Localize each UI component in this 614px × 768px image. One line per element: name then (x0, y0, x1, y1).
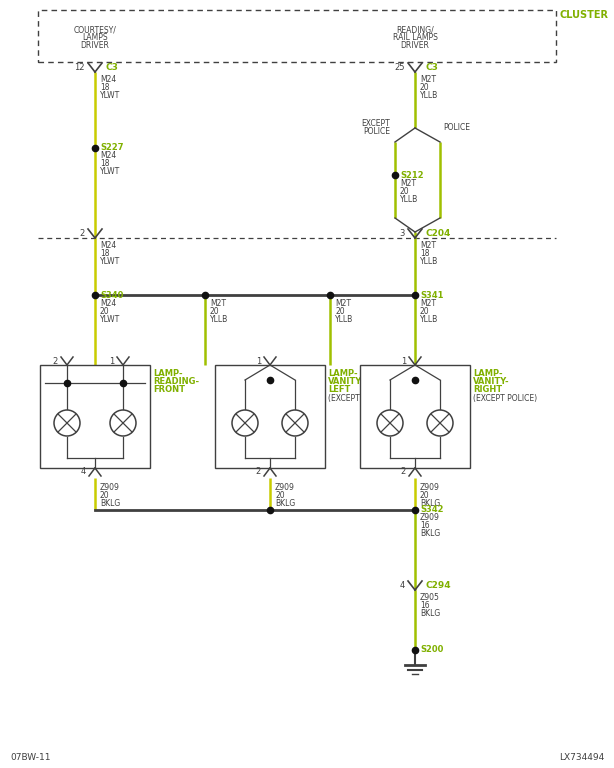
Text: YLLB: YLLB (400, 194, 418, 204)
Text: 18: 18 (100, 84, 109, 92)
Text: BKLG: BKLG (275, 499, 295, 508)
Text: 16: 16 (420, 521, 430, 531)
Text: EXCEPT: EXCEPT (361, 118, 390, 127)
Text: S227: S227 (100, 144, 123, 153)
Text: Z905: Z905 (420, 594, 440, 603)
Text: LEFT: LEFT (328, 385, 351, 393)
Text: M24: M24 (100, 75, 116, 84)
Text: Z909: Z909 (100, 484, 120, 492)
Text: M24: M24 (100, 241, 116, 250)
Text: 1: 1 (256, 356, 261, 366)
Text: C3: C3 (425, 64, 438, 72)
Text: M2T: M2T (420, 75, 436, 84)
Text: S212: S212 (400, 170, 424, 180)
Text: YLLB: YLLB (420, 91, 438, 101)
Text: 1: 1 (109, 356, 114, 366)
Text: Z909: Z909 (420, 514, 440, 522)
Text: LAMP-: LAMP- (328, 369, 357, 378)
Text: 07BW-11: 07BW-11 (10, 753, 50, 763)
Text: COURTESY/: COURTESY/ (74, 25, 117, 35)
Text: RIGHT: RIGHT (473, 385, 502, 393)
Text: S341: S341 (420, 290, 443, 300)
Text: S340: S340 (100, 290, 123, 300)
Text: 2: 2 (256, 468, 261, 476)
Text: RAIL LAMPS: RAIL LAMPS (392, 34, 437, 42)
Text: POLICE: POLICE (363, 127, 390, 135)
Text: M2T: M2T (335, 299, 351, 307)
Text: READING-: READING- (153, 376, 199, 386)
Text: LAMPS: LAMPS (82, 34, 108, 42)
Text: 3: 3 (400, 230, 405, 239)
Text: S200: S200 (420, 645, 443, 654)
Text: 16: 16 (420, 601, 430, 611)
Text: 20: 20 (275, 492, 285, 501)
Text: Z909: Z909 (275, 484, 295, 492)
Text: 20: 20 (400, 187, 410, 196)
Text: CLUSTER: CLUSTER (560, 10, 609, 20)
FancyBboxPatch shape (40, 365, 150, 468)
Text: 4: 4 (81, 468, 86, 476)
Text: 20: 20 (210, 306, 220, 316)
Text: M24: M24 (100, 299, 116, 307)
Text: M2T: M2T (420, 241, 436, 250)
Text: 18: 18 (100, 250, 109, 259)
Text: YLLB: YLLB (210, 315, 228, 323)
Text: 20: 20 (420, 84, 430, 92)
Text: 2: 2 (53, 356, 58, 366)
Text: YLWT: YLWT (100, 315, 120, 323)
Text: 1: 1 (401, 356, 406, 366)
Text: S342: S342 (420, 505, 443, 515)
Text: VANITY-: VANITY- (473, 376, 510, 386)
Text: YLLB: YLLB (420, 315, 438, 323)
Text: YLLB: YLLB (335, 315, 353, 323)
FancyBboxPatch shape (360, 365, 470, 468)
Text: (EXCEPT POLICE): (EXCEPT POLICE) (473, 395, 537, 403)
Text: DRIVER: DRIVER (80, 41, 109, 51)
Text: 12: 12 (74, 64, 85, 72)
Text: FRONT: FRONT (153, 385, 185, 393)
Text: 4: 4 (400, 581, 405, 591)
Text: 20: 20 (420, 492, 430, 501)
Text: YLWT: YLWT (100, 91, 120, 101)
Text: 20: 20 (420, 306, 430, 316)
Text: 20: 20 (100, 306, 110, 316)
Text: POLICE: POLICE (443, 123, 470, 131)
Text: 25: 25 (395, 64, 405, 72)
Text: DRIVER: DRIVER (400, 41, 429, 51)
Text: READING/: READING/ (396, 25, 434, 35)
Text: BKLG: BKLG (420, 529, 440, 538)
Text: 20: 20 (335, 306, 344, 316)
FancyBboxPatch shape (215, 365, 325, 468)
Text: YLLB: YLLB (420, 257, 438, 266)
Text: M2T: M2T (400, 178, 416, 187)
Text: M24: M24 (100, 151, 116, 161)
Text: C204: C204 (425, 230, 451, 239)
Text: YLWT: YLWT (100, 257, 120, 266)
Text: BKLG: BKLG (420, 610, 440, 618)
Text: M2T: M2T (210, 299, 226, 307)
Text: C3: C3 (105, 64, 118, 72)
Text: C294: C294 (425, 581, 451, 591)
Text: 2: 2 (401, 468, 406, 476)
Text: YLWT: YLWT (100, 167, 120, 177)
Text: 18: 18 (100, 160, 109, 168)
Text: Z909: Z909 (420, 484, 440, 492)
Text: 20: 20 (100, 492, 110, 501)
Text: (EXCEPT POLICE): (EXCEPT POLICE) (328, 395, 392, 403)
Text: 18: 18 (420, 250, 430, 259)
Text: VANITY-: VANITY- (328, 376, 365, 386)
Text: BKLG: BKLG (420, 499, 440, 508)
Text: 2: 2 (80, 230, 85, 239)
Text: LX734494: LX734494 (559, 753, 604, 763)
Text: M2T: M2T (420, 299, 436, 307)
Text: LAMP-: LAMP- (153, 369, 182, 378)
Text: LAMP-: LAMP- (473, 369, 503, 378)
Text: BKLG: BKLG (100, 499, 120, 508)
